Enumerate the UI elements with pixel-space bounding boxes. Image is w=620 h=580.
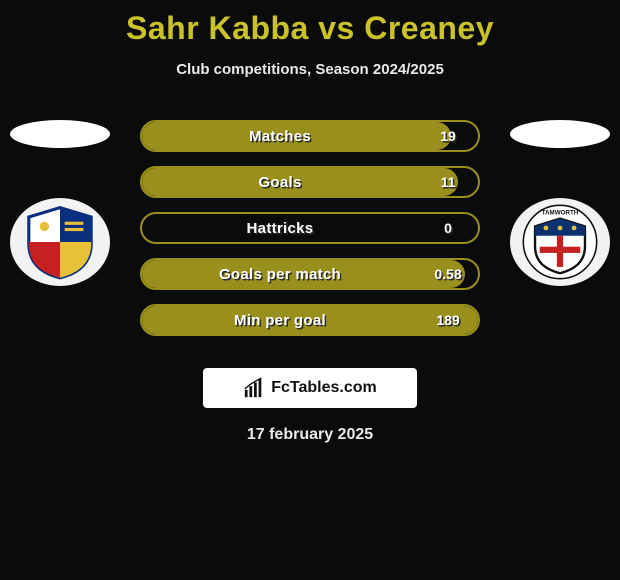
stat-row: Goals 11 bbox=[140, 166, 480, 198]
right-club-crest: TAMWORTH bbox=[510, 198, 610, 286]
subtitle: Club competitions, Season 2024/2025 bbox=[0, 61, 620, 78]
stat-row: Hattricks 0 bbox=[140, 212, 480, 244]
chart-icon bbox=[243, 377, 265, 399]
stat-value: 19 bbox=[418, 128, 478, 144]
stat-label: Min per goal bbox=[142, 312, 418, 329]
shield-icon: TAMWORTH bbox=[521, 203, 599, 281]
left-player-column bbox=[0, 120, 120, 286]
date-text: 17 february 2025 bbox=[247, 426, 373, 444]
stat-label: Matches bbox=[142, 128, 418, 145]
brand-text: FcTables.com bbox=[271, 379, 377, 397]
left-club-crest bbox=[10, 198, 110, 286]
page-title: Sahr Kabba vs Creaney bbox=[0, 0, 620, 47]
brand-box: FcTables.com bbox=[203, 368, 417, 408]
stat-label: Goals per match bbox=[142, 266, 418, 283]
stats-table: Matches 19 Goals 11 Hattricks 0 Goals pe… bbox=[140, 120, 480, 336]
stat-row: Min per goal 189 bbox=[140, 304, 480, 336]
stat-label: Goals bbox=[142, 174, 418, 191]
player-photo-placeholder-left bbox=[10, 120, 110, 148]
footer: FcTables.com 17 february 2025 bbox=[0, 350, 620, 444]
player-photo-placeholder-right bbox=[510, 120, 610, 148]
ring-text: TAMWORTH bbox=[542, 210, 579, 217]
stat-value: 11 bbox=[418, 174, 478, 190]
stat-label: Hattricks bbox=[142, 220, 418, 237]
stat-value: 0.58 bbox=[418, 266, 478, 282]
stat-row: Matches 19 bbox=[140, 120, 480, 152]
right-player-column: TAMWORTH bbox=[500, 120, 620, 286]
stat-row: Goals per match 0.58 bbox=[140, 258, 480, 290]
stat-value: 189 bbox=[418, 312, 478, 328]
stat-value: 0 bbox=[418, 220, 478, 236]
shield-icon bbox=[21, 203, 99, 281]
